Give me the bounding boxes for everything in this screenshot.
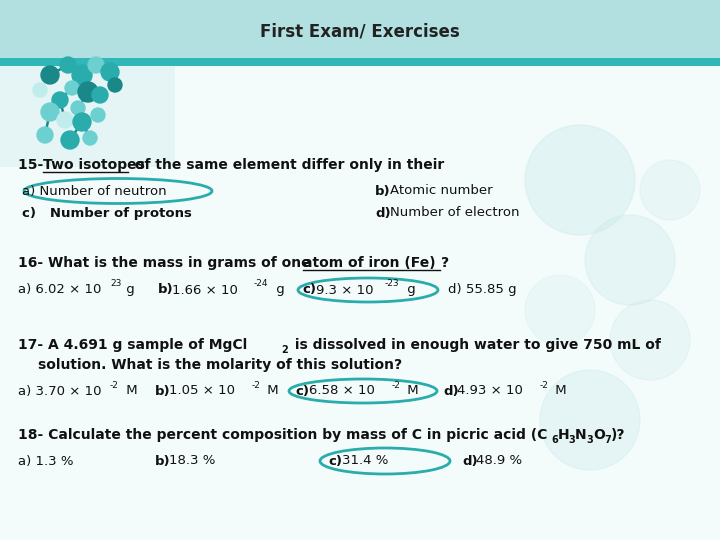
Text: 15-: 15- bbox=[18, 158, 48, 172]
Text: Atomic number: Atomic number bbox=[390, 185, 492, 198]
Text: 6: 6 bbox=[551, 435, 558, 445]
Text: d): d) bbox=[375, 206, 391, 219]
Text: First Exam/ Exercises: First Exam/ Exercises bbox=[260, 23, 460, 41]
Text: a) Number of neutron: a) Number of neutron bbox=[22, 185, 166, 198]
Text: c): c) bbox=[295, 384, 309, 397]
Text: a) 1.3 %: a) 1.3 % bbox=[18, 455, 73, 468]
Text: d): d) bbox=[462, 455, 477, 468]
Text: -23: -23 bbox=[385, 280, 400, 288]
Circle shape bbox=[72, 65, 92, 85]
Text: -2: -2 bbox=[252, 381, 261, 389]
Text: Number of electron: Number of electron bbox=[390, 206, 520, 219]
Circle shape bbox=[57, 112, 73, 128]
Text: 16- What is the mass in grams of one: 16- What is the mass in grams of one bbox=[18, 256, 315, 270]
Text: M: M bbox=[403, 384, 418, 397]
Text: -2: -2 bbox=[392, 381, 401, 389]
Circle shape bbox=[610, 300, 690, 380]
Text: H: H bbox=[558, 428, 570, 442]
Circle shape bbox=[525, 275, 595, 345]
Text: is dissolved in enough water to give 750 mL of: is dissolved in enough water to give 750… bbox=[290, 338, 661, 352]
Text: 6.58 × 10: 6.58 × 10 bbox=[309, 384, 375, 397]
Circle shape bbox=[41, 103, 59, 121]
Text: c): c) bbox=[302, 284, 316, 296]
Text: -2: -2 bbox=[540, 381, 549, 389]
Text: 3: 3 bbox=[568, 435, 575, 445]
Bar bbox=[0, 62, 175, 167]
Text: Two isotopes: Two isotopes bbox=[43, 158, 145, 172]
Circle shape bbox=[540, 370, 640, 470]
Text: ?: ? bbox=[441, 256, 449, 270]
Text: 2: 2 bbox=[281, 345, 288, 355]
Circle shape bbox=[92, 87, 108, 103]
Text: d): d) bbox=[443, 384, 459, 397]
Circle shape bbox=[525, 125, 635, 235]
Text: b): b) bbox=[158, 284, 174, 296]
Text: g: g bbox=[403, 284, 415, 296]
Circle shape bbox=[640, 160, 700, 220]
Text: d) 55.85 g: d) 55.85 g bbox=[448, 284, 517, 296]
Text: a) 6.02 × 10: a) 6.02 × 10 bbox=[18, 284, 102, 296]
Bar bbox=[0, 58, 720, 66]
Text: b): b) bbox=[155, 455, 171, 468]
Text: M: M bbox=[551, 384, 567, 397]
Text: atom of iron (Fe): atom of iron (Fe) bbox=[303, 256, 436, 270]
Circle shape bbox=[65, 81, 79, 95]
Text: M: M bbox=[122, 384, 138, 397]
Circle shape bbox=[33, 83, 47, 97]
Text: M: M bbox=[263, 384, 279, 397]
Text: 9.3 × 10: 9.3 × 10 bbox=[316, 284, 374, 296]
Circle shape bbox=[73, 113, 91, 131]
Circle shape bbox=[585, 215, 675, 305]
Text: 48.9 %: 48.9 % bbox=[476, 455, 522, 468]
Text: b): b) bbox=[375, 185, 391, 198]
Text: 3: 3 bbox=[586, 435, 593, 445]
Text: a) 3.70 × 10: a) 3.70 × 10 bbox=[18, 384, 102, 397]
Text: g: g bbox=[122, 284, 135, 296]
Circle shape bbox=[52, 92, 68, 108]
Text: b): b) bbox=[155, 384, 171, 397]
Circle shape bbox=[41, 66, 59, 84]
Text: 7: 7 bbox=[604, 435, 611, 445]
Circle shape bbox=[60, 57, 76, 73]
Text: 23: 23 bbox=[110, 280, 122, 288]
Circle shape bbox=[88, 57, 104, 73]
Bar bbox=[0, 0, 720, 62]
Text: of the same element differ only in their: of the same element differ only in their bbox=[130, 158, 444, 172]
Text: c): c) bbox=[328, 455, 342, 468]
Text: 17- A 4.691 g sample of MgCl: 17- A 4.691 g sample of MgCl bbox=[18, 338, 247, 352]
Circle shape bbox=[37, 127, 53, 143]
Circle shape bbox=[71, 101, 85, 115]
Text: 4.93 × 10: 4.93 × 10 bbox=[457, 384, 523, 397]
Text: O: O bbox=[593, 428, 605, 442]
Text: 1.66 × 10: 1.66 × 10 bbox=[172, 284, 238, 296]
Text: g: g bbox=[272, 284, 284, 296]
Circle shape bbox=[61, 131, 79, 149]
Text: 31.4 %: 31.4 % bbox=[342, 455, 388, 468]
Circle shape bbox=[78, 82, 98, 102]
Text: )?: )? bbox=[611, 428, 626, 442]
Text: 1.05 × 10: 1.05 × 10 bbox=[169, 384, 235, 397]
Circle shape bbox=[83, 131, 97, 145]
Text: -2: -2 bbox=[110, 381, 119, 389]
Circle shape bbox=[91, 108, 105, 122]
Text: -24: -24 bbox=[254, 280, 269, 288]
Circle shape bbox=[108, 78, 122, 92]
Text: 18- Calculate the percent composition by mass of C in picric acid (C: 18- Calculate the percent composition by… bbox=[18, 428, 547, 442]
Text: solution. What is the molarity of this solution?: solution. What is the molarity of this s… bbox=[38, 358, 402, 372]
Text: c)   Number of protons: c) Number of protons bbox=[22, 206, 192, 219]
Circle shape bbox=[101, 63, 119, 81]
Text: N: N bbox=[575, 428, 587, 442]
Text: 18.3 %: 18.3 % bbox=[169, 455, 215, 468]
